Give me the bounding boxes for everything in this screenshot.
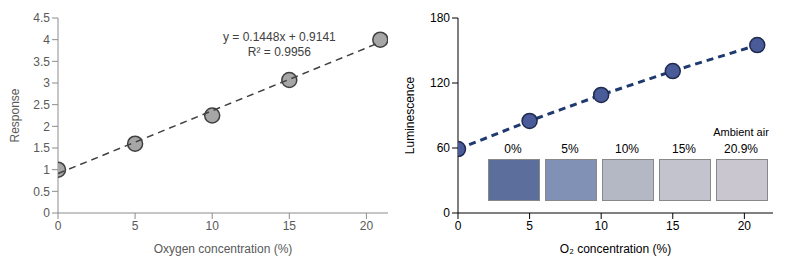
svg-text:15: 15 [283,219,297,233]
svg-text:4: 4 [43,33,50,47]
svg-text:0: 0 [43,206,50,220]
svg-text:120: 120 [430,76,450,90]
svg-text:0: 0 [443,206,450,220]
svg-text:Luminescence: Luminescence [403,76,417,154]
html-text:20.9%: 20.9% [724,142,758,156]
html-text:R² = 0.9956: R² = 0.9956 [247,45,311,59]
html-text:5%: 5% [561,142,579,156]
svg-text:20: 20 [738,219,752,233]
svg-text:60: 60 [437,141,451,155]
svg-text:3.5: 3.5 [33,55,50,69]
svg-text:15: 15 [666,219,680,233]
html-text:15%: 15% [672,142,696,156]
svg-text:10: 10 [206,219,220,233]
svg-text:1: 1 [43,163,50,177]
html-text:Ambient air: Ambient air [713,126,769,138]
svg-text:20: 20 [360,219,374,233]
svg-text:0: 0 [455,219,462,233]
svg-text:5: 5 [132,219,139,233]
svg-text:0: 0 [55,219,62,233]
html-text:y = 0.1448x + 0.9141: y = 0.1448x + 0.9141 [223,30,336,44]
html-text:0%: 0% [504,142,522,156]
svg-text:O₂ concentration (%): O₂ concentration (%) [560,242,671,256]
svg-text:4.5: 4.5 [33,11,50,25]
svg-text:Oxygen concentration (%): Oxygen concentration (%) [154,242,293,256]
svg-text:180: 180 [430,11,450,25]
svg-text:Response: Response [8,88,22,142]
svg-text:10: 10 [595,219,609,233]
svg-text:3: 3 [43,76,50,90]
svg-text:2.5: 2.5 [33,98,50,112]
svg-text:5: 5 [526,219,533,233]
svg-text:1.5: 1.5 [33,141,50,155]
html-text:10%: 10% [615,142,639,156]
svg-text:2: 2 [43,120,50,134]
svg-text:0.5: 0.5 [33,185,50,199]
